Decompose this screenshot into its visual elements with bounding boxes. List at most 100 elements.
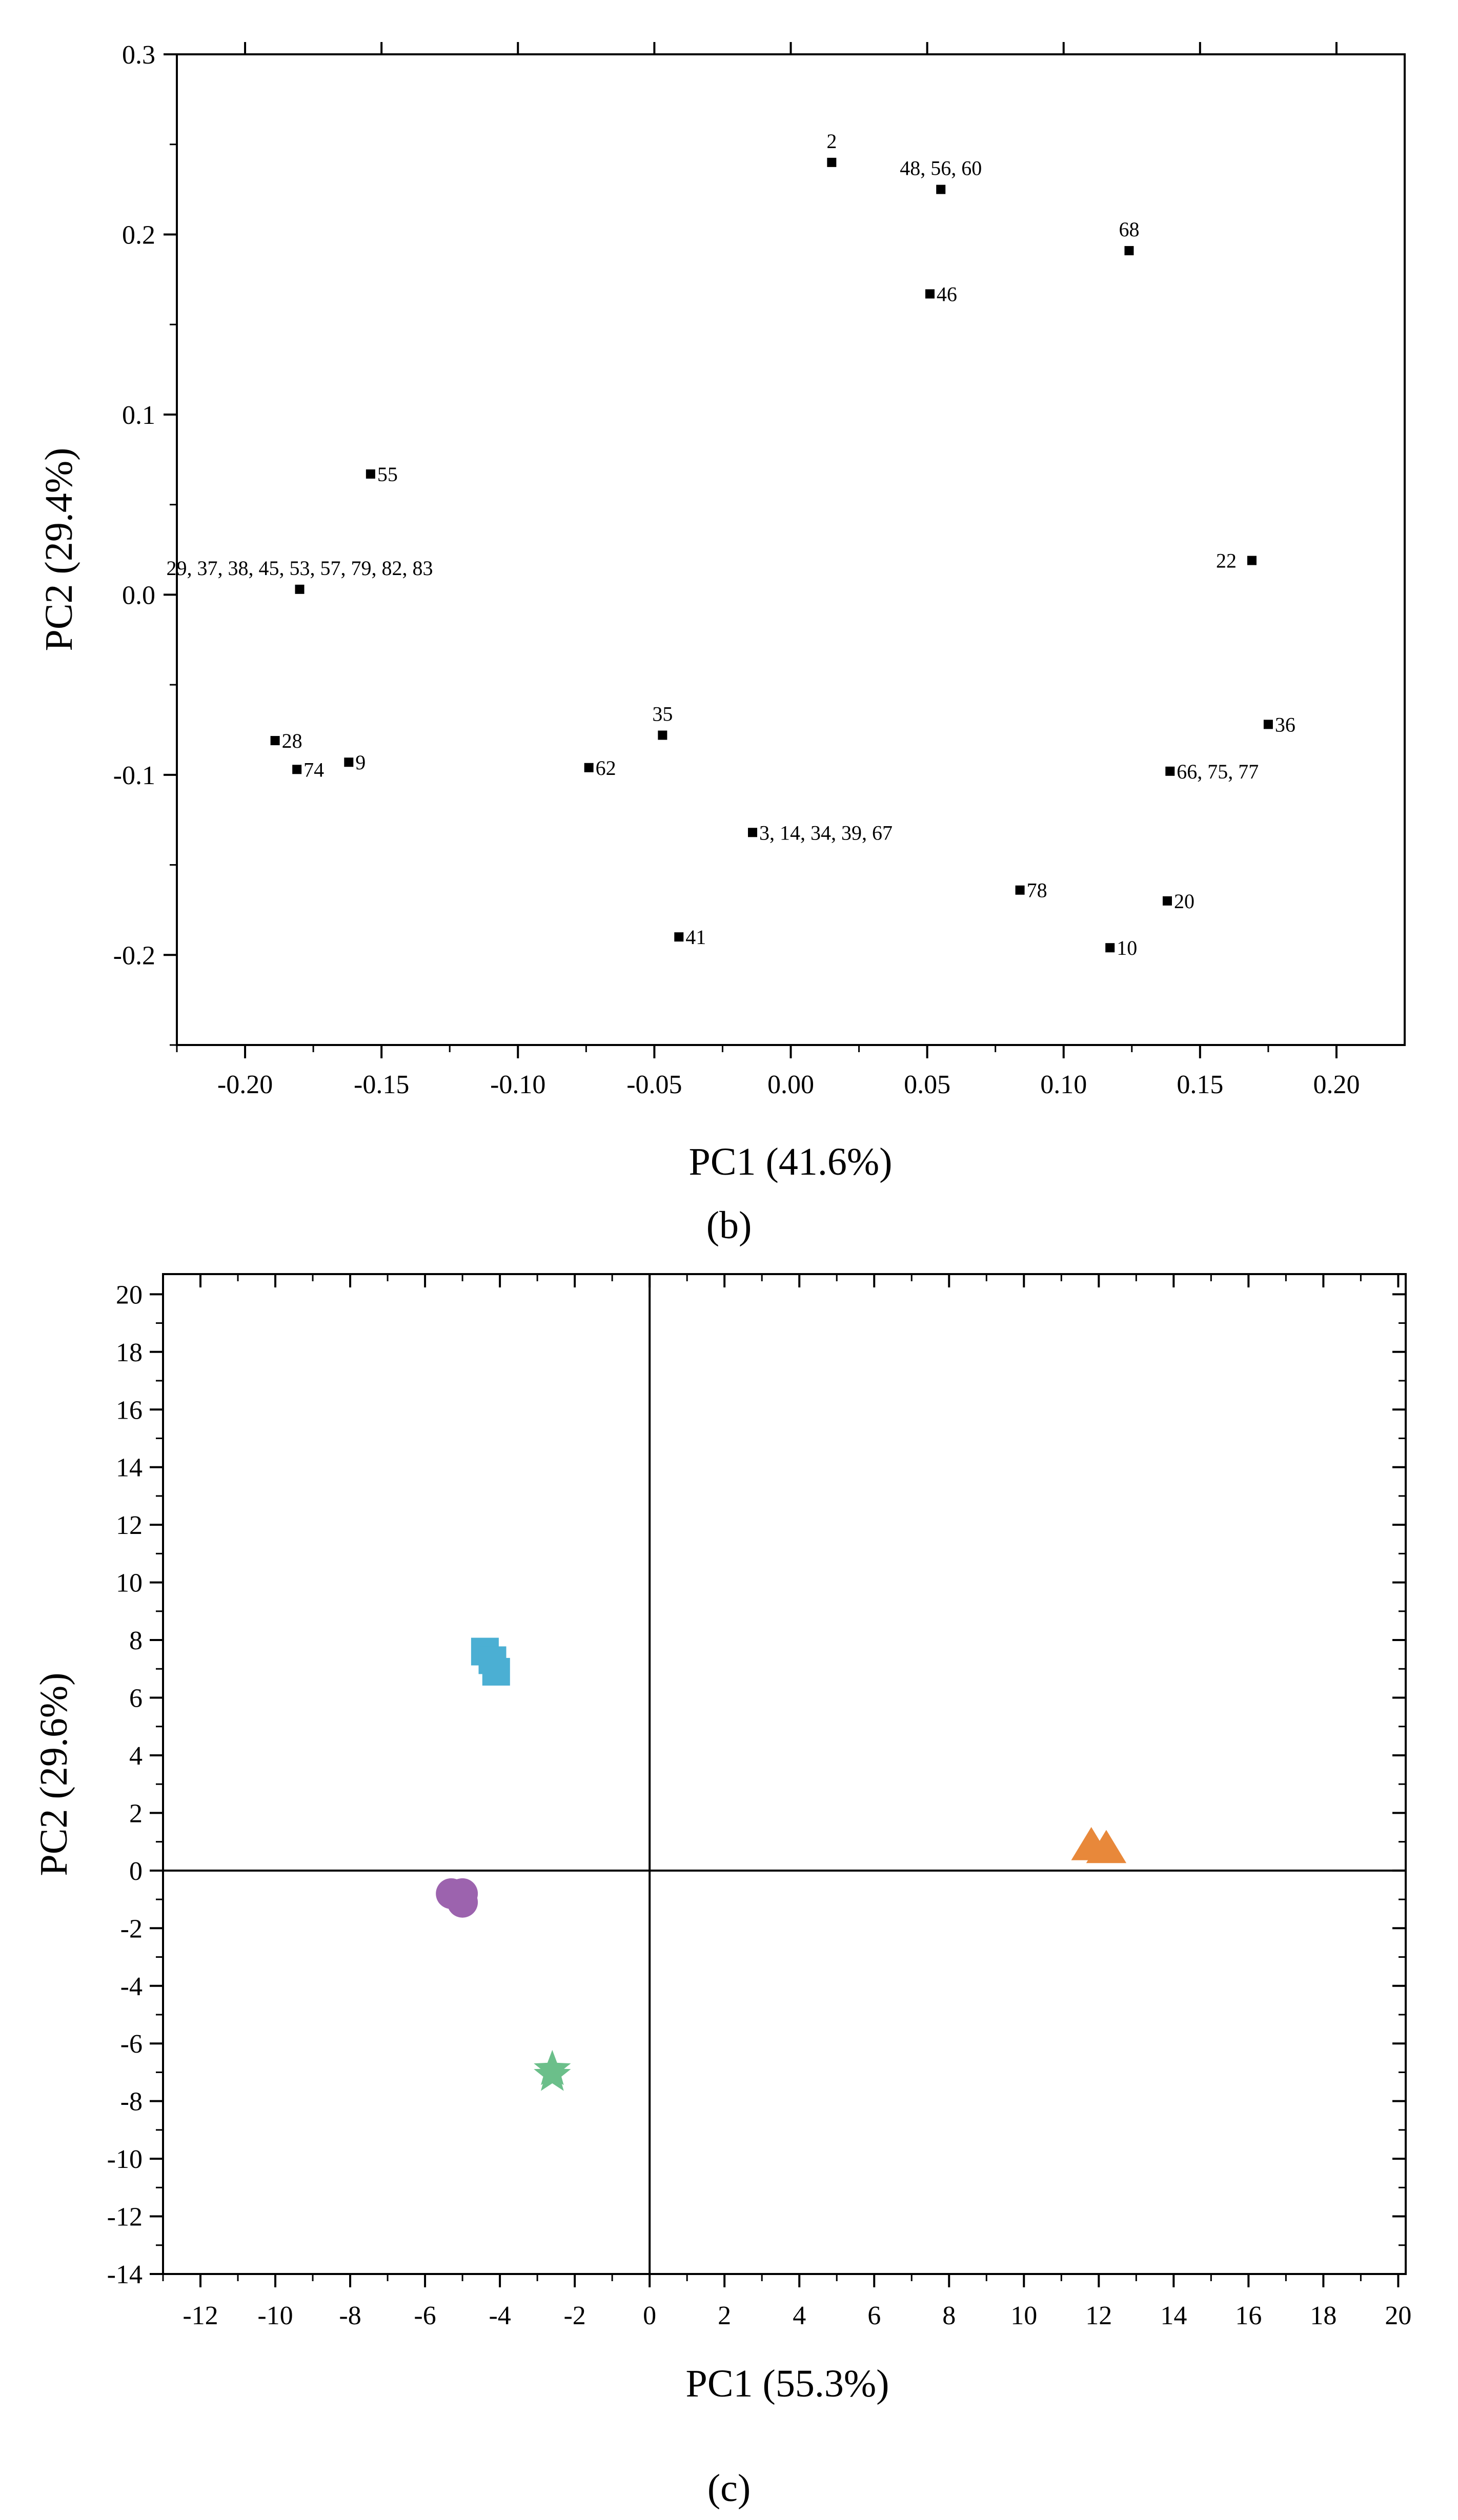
panel-c-x-tick-label: 18 xyxy=(1310,2301,1336,2330)
panel-b-y-tick-label: -0.1 xyxy=(113,761,155,790)
panel-c-y-tick-label: -6 xyxy=(120,2030,143,2059)
panel-b-point-label: 36 xyxy=(1275,713,1295,736)
panel-b-point-label: 66, 75, 77 xyxy=(1177,760,1259,783)
panel-b-point-marker xyxy=(936,185,946,194)
panel-b-point-label: 3, 14, 34, 39, 67 xyxy=(759,821,893,844)
panel-b-point-marker xyxy=(1162,896,1172,906)
panel-b-x-axis-label: PC1 (41.6%) xyxy=(689,1140,893,1183)
panel-c-x-tick-label: 12 xyxy=(1085,2301,1112,2330)
panel-b-point-label: 29, 37, 38, 45, 53, 57, 79, 82, 83 xyxy=(167,557,433,580)
panel-c-pca-score-plot: -12 -10 -8 -6 -4 -2 0 2 4 6 8 10 12 14 16 18 20 -14-12-1… xyxy=(32,1273,1411,2510)
blue-squares-marker xyxy=(482,1657,510,1686)
panel-b-point-marker xyxy=(1124,246,1134,256)
panel-b-point-marker xyxy=(366,469,375,479)
panel-b-x-tick-label: 0.00 xyxy=(767,1070,814,1099)
panel-c-x-tick-label: 14 xyxy=(1160,2301,1187,2330)
panel-b-point-marker xyxy=(827,157,837,167)
panel-c-y-tick-label: 0 xyxy=(129,1857,143,1886)
panel-b-y-tick-label: 0.0 xyxy=(122,581,155,610)
panel-b-point-marker xyxy=(747,828,757,837)
panel-b-point-label: 68 xyxy=(1119,218,1139,241)
panel-c-caption: (c) xyxy=(707,2467,751,2510)
panel-b-point-label: 48, 56, 60 xyxy=(900,157,982,180)
panel-c-x-tick-label: 4 xyxy=(793,2301,806,2330)
panel-c-y-tick-label: -4 xyxy=(120,1972,143,2001)
panel-c-plot-frame xyxy=(162,1273,1407,2275)
panel-c-x-tick-label: -8 xyxy=(339,2301,361,2330)
panel-b-point-label: 10 xyxy=(1117,936,1137,959)
panel-b-point-marker xyxy=(1263,720,1273,729)
panel-b-point-label: 62 xyxy=(596,756,616,780)
panel-b-y-tick-label: 0.1 xyxy=(122,401,155,430)
panel-c-y-tick-label: 20 xyxy=(116,1280,143,1309)
panel-b-y-tick-label: 0.2 xyxy=(122,220,155,250)
panel-b-point-marker xyxy=(1105,943,1115,953)
panel-b-point-marker xyxy=(674,932,684,942)
panel-b-point-label: 46 xyxy=(937,282,957,305)
panel-b-point-marker xyxy=(270,736,280,746)
panel-c-y-tick-label: -12 xyxy=(107,2203,143,2232)
panel-b-point-label: 55 xyxy=(377,463,398,486)
panel-c-x-tick-label: -6 xyxy=(414,2301,436,2330)
panel-b-x-tick-label: -0.05 xyxy=(626,1070,682,1099)
panel-b-point-label: 78 xyxy=(1027,879,1047,902)
panel-c-y-tick-label: -14 xyxy=(107,2260,143,2289)
panel-b-x-tick-label: -0.20 xyxy=(217,1070,273,1099)
panel-b-point-marker xyxy=(344,757,354,767)
panel-b-x-tick-label: 0.05 xyxy=(904,1070,950,1099)
panel-c-y-tick-label: -8 xyxy=(120,2087,143,2117)
panel-b-point-marker xyxy=(1015,885,1025,895)
panel-c-y-tick-label: 4 xyxy=(129,1742,143,1771)
orange-triangles-marker xyxy=(1086,1830,1127,1863)
panel-c-x-tick-label: 10 xyxy=(1010,2301,1037,2330)
panel-b-data-points: 2 48, 56, 60 68 46 55 29, 37, 38, 45, 53, 57,… xyxy=(167,130,1295,959)
panel-c-y-tick-label: 12 xyxy=(116,1511,143,1540)
panel-b-point-label: 41 xyxy=(685,926,706,949)
panel-b-point-marker xyxy=(292,765,302,774)
panel-b-y-axis-ticks: -0.2 -0.1 0.0 0.1 0.2 0.3 xyxy=(113,40,177,1046)
panel-c-y-tick-label: 2 xyxy=(129,1799,143,1828)
panel-b-point-label: 2 xyxy=(826,130,837,153)
panel-c-y-tick-label: 14 xyxy=(116,1453,143,1483)
panel-b-y-axis-label: PC2 (29.4%) xyxy=(37,448,80,651)
panel-c-y-tick-label: -10 xyxy=(107,2145,143,2174)
panel-c-x-tick-label: 16 xyxy=(1235,2301,1262,2330)
panel-c-x-tick-label: 2 xyxy=(718,2301,731,2330)
panel-c-y-tick-label: -2 xyxy=(120,1914,143,1943)
panel-b-point-marker xyxy=(658,730,667,740)
panel-c-x-tick-label: 0 xyxy=(643,2301,656,2330)
panel-b-x-tick-label: -0.10 xyxy=(490,1070,545,1099)
panel-b-point-label: 9 xyxy=(355,751,366,774)
panel-c-y-axis-label: PC2 (29.6%) xyxy=(32,1673,75,1876)
panel-c-x-tick-label: -12 xyxy=(183,2301,218,2330)
panel-b-pca-loadings-plot: -0.20 -0.15 -0.10 -0.05 0.00 0.05 0.10 0.15 0.20… xyxy=(37,40,1406,1247)
panel-c-x-tick-label: -2 xyxy=(563,2301,585,2330)
purple-circles-marker xyxy=(447,1887,478,1918)
panel-b-x-axis-ticks: -0.20 -0.15 -0.10 -0.05 0.00 0.05 0.10 0.15 0.20 xyxy=(176,42,1360,1099)
panel-c-x-tick-label: -10 xyxy=(257,2301,293,2330)
panel-c-x-tick-label: 8 xyxy=(942,2301,956,2330)
panel-b-x-tick-label: 0.15 xyxy=(1177,1070,1223,1099)
panel-b-point-label: 22 xyxy=(1216,549,1237,572)
green-stars-marker xyxy=(534,2056,571,2091)
panel-b-x-tick-label: 0.20 xyxy=(1313,1070,1360,1099)
panel-c-x-axis-label: PC1 (55.3%) xyxy=(686,2362,889,2405)
panel-c-x-axis-ticks: -12 -10 -8 -6 -4 -2 0 2 4 6 8 10 12 14 16 18 20 xyxy=(162,1274,1411,2330)
panel-b-point-marker xyxy=(295,584,305,594)
panel-c-y-tick-label: 10 xyxy=(116,1569,143,1598)
panel-c-x-tick-label: 6 xyxy=(867,2301,881,2330)
panel-c-y-tick-label: 18 xyxy=(116,1338,143,1367)
panel-b-point-marker xyxy=(925,289,935,299)
panel-c-y-tick-label: 16 xyxy=(116,1396,143,1425)
panel-c-x-tick-label: 20 xyxy=(1385,2301,1411,2330)
panel-b-y-tick-label: -0.2 xyxy=(113,941,155,970)
panel-b-caption: (b) xyxy=(706,1204,752,1247)
panel-b-point-label: 20 xyxy=(1174,890,1194,913)
panel-c-x-tick-label: -4 xyxy=(489,2301,511,2330)
panel-c-y-tick-label: 8 xyxy=(129,1626,143,1655)
panel-b-point-marker xyxy=(1165,766,1175,776)
panel-c-y-tick-label: 6 xyxy=(129,1684,143,1713)
panel-b-x-tick-label: 0.10 xyxy=(1040,1070,1087,1099)
panel-b-y-tick-label: 0.3 xyxy=(122,40,155,70)
